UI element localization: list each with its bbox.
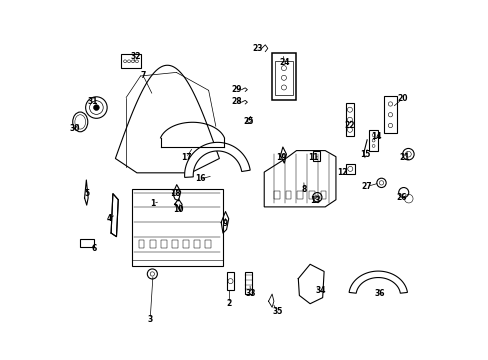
Bar [308, 192, 314, 199]
Polygon shape [184, 142, 250, 177]
Text: 28: 28 [230, 97, 241, 106]
Text: 15: 15 [360, 150, 370, 159]
Bar [285, 192, 291, 199]
Text: 14: 14 [370, 132, 381, 141]
Bar [297, 192, 303, 199]
Text: 21: 21 [399, 153, 409, 162]
Polygon shape [264, 150, 335, 207]
Circle shape [93, 105, 99, 111]
Text: 5: 5 [85, 189, 90, 198]
Bar [383, 96, 396, 133]
Bar [345, 103, 353, 136]
Bar [80, 239, 94, 247]
Bar [273, 192, 279, 199]
Text: 19: 19 [275, 153, 286, 162]
Text: 27: 27 [361, 182, 372, 191]
Bar [194, 240, 199, 248]
Text: 31: 31 [87, 97, 98, 106]
Bar [345, 164, 354, 174]
Text: 29: 29 [230, 85, 241, 94]
Text: 13: 13 [309, 196, 320, 205]
Text: 22: 22 [343, 121, 354, 130]
Text: 1: 1 [150, 199, 155, 208]
Text: 36: 36 [374, 289, 384, 298]
Text: 18: 18 [170, 189, 180, 198]
Text: 11: 11 [307, 153, 318, 162]
Text: 33: 33 [245, 289, 255, 298]
Text: 35: 35 [272, 307, 282, 316]
Text: 20: 20 [397, 94, 407, 103]
Text: 10: 10 [173, 205, 184, 214]
Text: 26: 26 [395, 193, 406, 202]
Text: 25: 25 [243, 117, 253, 126]
Text: 34: 34 [315, 285, 325, 294]
Bar [244, 272, 252, 294]
Bar [171, 240, 177, 248]
Text: 9: 9 [223, 219, 228, 228]
Polygon shape [348, 271, 407, 293]
Bar [139, 240, 144, 248]
Text: 16: 16 [195, 175, 205, 184]
Text: 12: 12 [336, 168, 346, 177]
Text: 3: 3 [147, 315, 152, 324]
Bar [161, 240, 166, 248]
Bar [271, 53, 296, 100]
Ellipse shape [73, 112, 88, 132]
Bar [149, 240, 155, 248]
Text: 17: 17 [181, 153, 191, 162]
Text: 32: 32 [130, 53, 141, 62]
Text: 6: 6 [92, 244, 97, 253]
Ellipse shape [75, 115, 85, 129]
Bar [313, 151, 319, 161]
Bar [320, 192, 325, 199]
Bar [204, 240, 210, 248]
Text: 7: 7 [140, 71, 145, 80]
Bar [131, 189, 223, 266]
Text: 23: 23 [252, 44, 263, 53]
Polygon shape [115, 65, 219, 173]
Bar [183, 240, 188, 248]
Bar [227, 272, 233, 291]
Text: 24: 24 [279, 58, 289, 67]
Polygon shape [111, 194, 118, 237]
Text: 30: 30 [69, 124, 80, 133]
Text: 8: 8 [301, 185, 306, 194]
Bar [274, 60, 292, 95]
Text: 2: 2 [226, 299, 231, 308]
Bar [368, 130, 378, 150]
Text: 4: 4 [106, 214, 111, 223]
Bar [121, 54, 140, 68]
